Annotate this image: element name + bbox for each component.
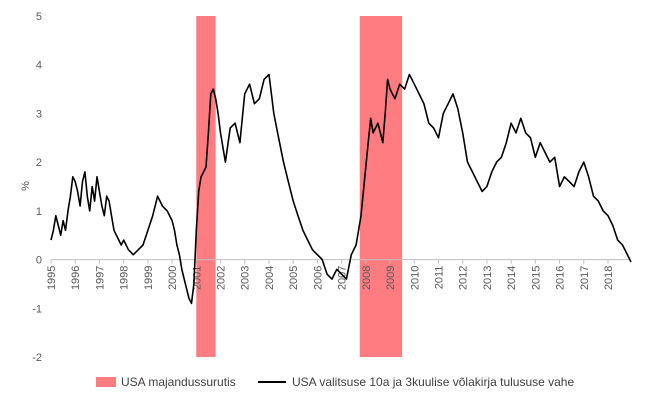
legend-series-label: USA valitsuse 10a ja 3kuulise võlakirja … <box>292 375 574 389</box>
x-tick-label: 2004 <box>264 266 276 290</box>
x-tick-label: 2006 <box>312 266 324 290</box>
y-tick-label: -1 <box>32 303 42 315</box>
x-tick-label: 2015 <box>530 266 542 290</box>
y-tick-label: 2 <box>36 157 42 169</box>
x-tick-label: 2000 <box>167 266 179 290</box>
y-tick-label: -2 <box>32 352 42 364</box>
legend: USA majandussurutis USA valitsuse 10a ja… <box>96 375 574 389</box>
x-tick-label: 2009 <box>385 266 397 290</box>
x-tick-label: 2017 <box>579 266 591 290</box>
legend-recession-swatch <box>96 377 116 387</box>
x-tick-label: 2012 <box>458 266 470 290</box>
series-line-1 <box>50 73 632 305</box>
x-tick-label: 1997 <box>94 266 106 290</box>
y-tick-label: 4 <box>36 60 42 72</box>
y-tick-label: 3 <box>36 108 42 120</box>
x-tick-label: 2002 <box>216 266 228 290</box>
x-tick-label: 2013 <box>482 266 494 290</box>
x-tick-label: 2003 <box>240 266 252 290</box>
recession-band-2 <box>359 16 403 357</box>
y-tick-label: 5 <box>36 11 42 23</box>
x-tick-label: 2016 <box>555 266 567 290</box>
x-tick-label: 2014 <box>506 266 518 290</box>
x-tick-label: 2008 <box>361 266 373 290</box>
y-tick-label: 1 <box>36 206 42 218</box>
x-tick-label: 2010 <box>409 266 421 290</box>
x-tick-label: 1999 <box>143 266 155 290</box>
x-tick-label: 2018 <box>603 266 615 290</box>
x-tick-label: 1995 <box>46 266 58 290</box>
recession-bands <box>196 16 403 357</box>
y-tick-label: 0 <box>36 255 42 267</box>
legend-recession-label: USA majandussurutis <box>121 375 236 389</box>
series-lines <box>50 73 632 305</box>
x-tick-label: 2005 <box>288 266 300 290</box>
x-tick-label: 1996 <box>70 266 82 290</box>
y-axis-title: % <box>20 181 32 191</box>
x-tick-label: 2011 <box>433 266 445 290</box>
x-tick-label: 1998 <box>119 266 131 290</box>
